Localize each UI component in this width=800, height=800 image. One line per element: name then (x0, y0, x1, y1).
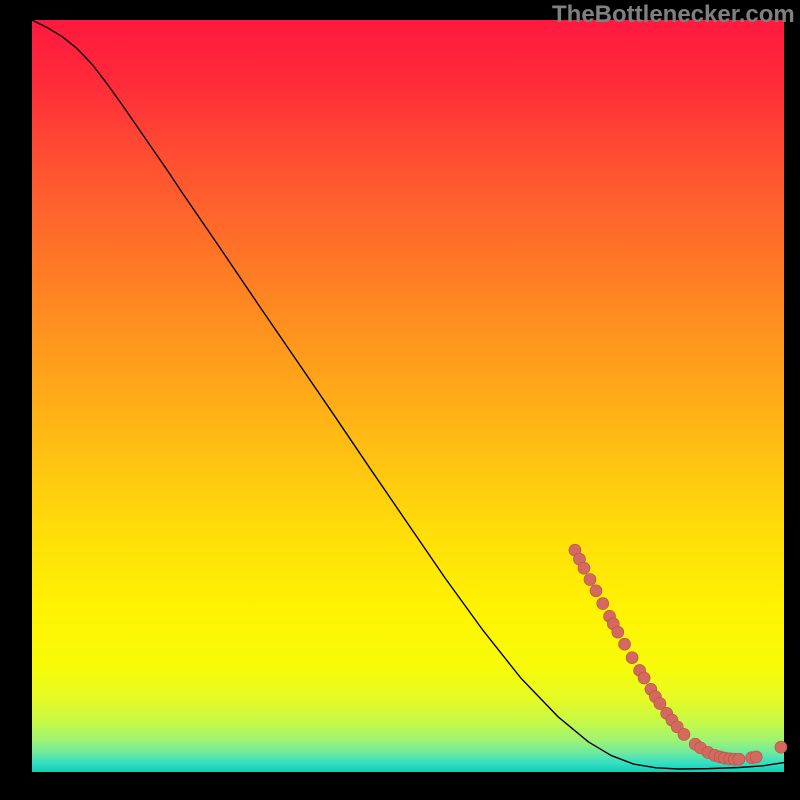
data-marker (750, 751, 762, 763)
data-marker (619, 638, 631, 650)
data-marker (612, 626, 624, 638)
data-marker (597, 598, 609, 610)
bottleneck-curve (32, 20, 784, 769)
data-marker (678, 728, 690, 740)
chart-overlay (0, 0, 800, 800)
data-marker (578, 562, 590, 574)
data-marker (733, 753, 745, 765)
data-marker (626, 652, 638, 664)
data-marker (638, 672, 650, 684)
data-marker (584, 573, 596, 585)
watermark-text: TheBottlenecker.com (552, 1, 795, 29)
data-marker (590, 585, 602, 597)
data-marker (775, 741, 787, 753)
